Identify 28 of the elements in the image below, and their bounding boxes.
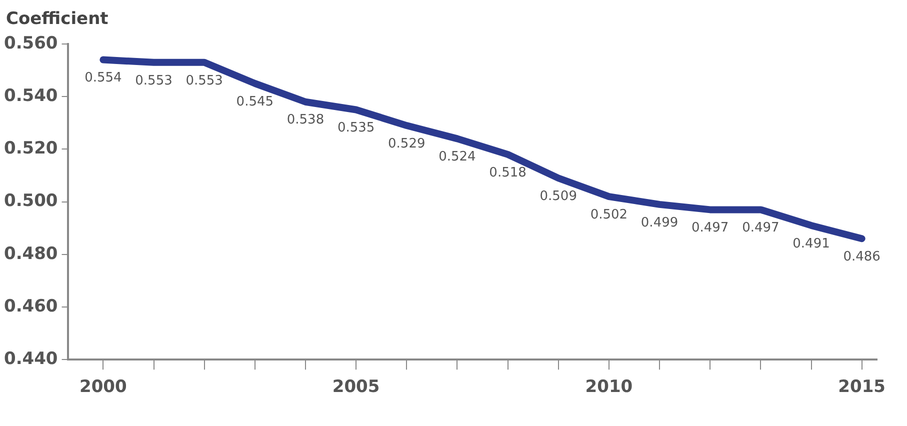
- y-tick-label: 0.540: [4, 86, 58, 106]
- x-tick-label: 2005: [332, 377, 380, 398]
- data-label: 0.497: [742, 220, 780, 236]
- data-label: 0.529: [388, 136, 426, 152]
- data-label: 0.553: [135, 73, 172, 88]
- y-axis-title: Coefficient: [6, 9, 108, 29]
- data-label: 0.535: [337, 120, 375, 136]
- data-label: 0.545: [236, 94, 274, 110]
- data-label: 0.553: [186, 73, 223, 88]
- y-tick-label: 0.520: [4, 138, 58, 159]
- x-tick-label: 2015: [838, 377, 886, 398]
- data-label: 0.502: [590, 207, 628, 222]
- data-label: 0.497: [691, 220, 729, 236]
- data-label: 0.491: [792, 236, 830, 252]
- x-tick-label: 2010: [585, 377, 633, 398]
- y-tick-label: 0.560: [4, 33, 58, 54]
- data-label: 0.518: [489, 165, 526, 180]
- data-label: 0.524: [438, 150, 476, 165]
- y-tick-label: 0.500: [4, 191, 58, 212]
- y-tick-label: 0.480: [4, 244, 58, 264]
- data-label: 0.509: [540, 189, 577, 204]
- data-label: 0.486: [843, 249, 880, 264]
- data-label: 0.499: [640, 215, 678, 230]
- y-tick-label: 0.440: [4, 349, 58, 370]
- data-label: 0.538: [286, 112, 324, 128]
- x-tick-label: 2000: [80, 377, 127, 398]
- data-label: 0.554: [84, 70, 122, 86]
- y-tick-label: 0.460: [4, 296, 58, 316]
